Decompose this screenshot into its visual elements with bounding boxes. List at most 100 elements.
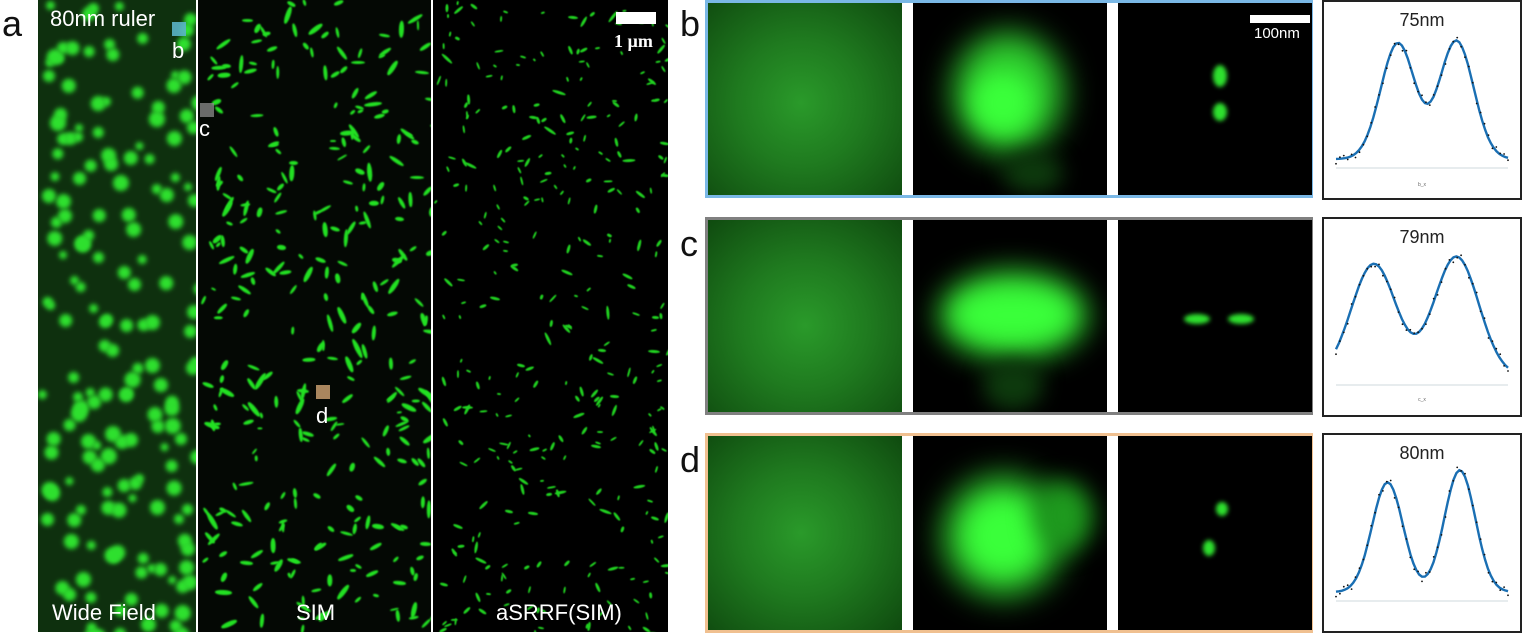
profile-data-point xyxy=(1405,329,1408,331)
fluorescent-spot xyxy=(242,308,251,318)
fluorescent-spot xyxy=(649,592,653,599)
profile-data-point xyxy=(1342,331,1345,334)
asrrf-image xyxy=(433,0,668,632)
fluorescent-spot xyxy=(213,315,223,320)
profile-data-point xyxy=(1483,317,1486,319)
fluorescent-spot xyxy=(499,217,506,224)
fluorescent-spot xyxy=(442,43,445,49)
fluorescent-spot xyxy=(657,43,667,54)
fluorescent-spot xyxy=(372,455,387,469)
profile-data-point xyxy=(1385,480,1388,483)
fluorescent-spot xyxy=(353,516,362,523)
fluorescent-spot xyxy=(74,123,84,133)
fluorescent-spot xyxy=(582,134,587,142)
fluorescent-spot xyxy=(657,153,665,160)
fluorescent-spot xyxy=(323,292,330,302)
fluorescent-spot xyxy=(91,207,108,224)
fluorescent-spot xyxy=(461,605,471,615)
fluorescent-spot xyxy=(43,228,65,249)
fluorescent-spot xyxy=(392,580,407,586)
fluorescent-spot xyxy=(272,59,276,69)
zoom-scale-bar-label: 100nm xyxy=(1254,25,1300,42)
profile-data-point xyxy=(1417,90,1419,93)
zoom-sim-c xyxy=(913,220,1107,412)
fluorescent-spot xyxy=(496,392,501,395)
fluorescent-spot xyxy=(379,195,385,205)
fluorescent-spot xyxy=(207,73,215,81)
profile-data-point xyxy=(1335,162,1337,165)
fluorescent-spot xyxy=(452,523,463,530)
fluorescent-spot xyxy=(293,497,298,509)
profile-data-point xyxy=(1499,353,1502,356)
fluorescent-spot xyxy=(585,287,592,293)
profile-axis-caption-c: c_x xyxy=(1418,397,1426,403)
profile-data-point xyxy=(1428,313,1431,315)
fluorescent-spot xyxy=(218,550,229,559)
profile-data-point xyxy=(1370,121,1373,124)
profile-data-point xyxy=(1405,538,1408,540)
profile-data-point xyxy=(1339,592,1341,595)
profile-data-point xyxy=(1421,580,1423,583)
fluorescent-spot xyxy=(41,68,57,84)
fluorescent-spot xyxy=(357,108,364,114)
profile-data-point xyxy=(1342,154,1345,157)
fluorescent-spot xyxy=(378,33,390,38)
fluorescent-spot xyxy=(561,269,574,277)
profile-data-point xyxy=(1503,365,1505,367)
panel-label-b: b xyxy=(680,3,701,44)
profile-data-point xyxy=(1417,570,1419,573)
fluorescent-spot xyxy=(562,454,567,461)
fluorescent-spot xyxy=(458,461,468,468)
fluorescent-spot xyxy=(117,316,136,335)
fluorescent-spot xyxy=(61,531,82,552)
fluorescent-spot xyxy=(594,46,601,50)
fluorescent-spot xyxy=(456,0,459,5)
fluorescent-spot xyxy=(495,412,499,417)
fluorescent-spot xyxy=(408,192,414,208)
profile-data-point xyxy=(1397,506,1400,509)
fluorescent-spot xyxy=(521,133,532,141)
profile-data-point xyxy=(1444,267,1447,270)
zoom-scale-bar xyxy=(1250,15,1310,23)
fluorescent-spot xyxy=(333,0,344,7)
fluorescent-spot xyxy=(606,114,611,118)
profile-data-point xyxy=(1401,323,1404,326)
fluorescent-spot xyxy=(239,560,254,566)
fluorescent-spot xyxy=(484,564,491,571)
fluorescent-spot xyxy=(385,59,400,77)
fluorescent-spot xyxy=(317,204,332,214)
fluorescent-spot xyxy=(533,380,540,389)
fluorescent-spot xyxy=(483,211,488,219)
roi-label-b: b xyxy=(172,38,185,63)
profile-data-point xyxy=(1393,42,1396,45)
fluorescent-spot xyxy=(507,459,513,464)
fluorescent-spot xyxy=(563,163,567,168)
fluorescent-spot xyxy=(276,65,280,80)
fluorescent-spot xyxy=(620,526,625,533)
profile-data-point xyxy=(1448,259,1451,261)
fluorescent-spot xyxy=(265,186,278,195)
profile-svg-b xyxy=(1335,36,1509,169)
fluorescent-spot xyxy=(388,154,405,168)
profile-data-point xyxy=(1405,49,1408,52)
fluorescent-spot xyxy=(448,156,457,161)
fluorescent-spot xyxy=(338,553,355,563)
fluorescent-spot xyxy=(381,108,389,115)
fluorescent-spot xyxy=(235,173,245,183)
fluorescent-spot xyxy=(426,447,431,459)
fluorescent-spot xyxy=(656,379,663,383)
fluorescent-spot xyxy=(385,447,391,457)
fluorescent-spot xyxy=(548,293,557,303)
profile-data-point xyxy=(1499,152,1502,155)
fluorescent-spot xyxy=(328,146,341,151)
fluorescent-spot xyxy=(661,173,668,177)
fluorescent-spot xyxy=(512,450,518,455)
fluorescent-spot xyxy=(345,503,355,513)
fluorescent-spot xyxy=(266,44,278,53)
fluorescent-spot xyxy=(574,395,581,403)
fluorescent-spot xyxy=(44,446,60,461)
fluorescent-spot xyxy=(346,375,355,382)
fluorescent-spot xyxy=(572,411,585,419)
fluorescent-spot xyxy=(100,484,115,499)
fluorescent-spot xyxy=(335,45,349,61)
